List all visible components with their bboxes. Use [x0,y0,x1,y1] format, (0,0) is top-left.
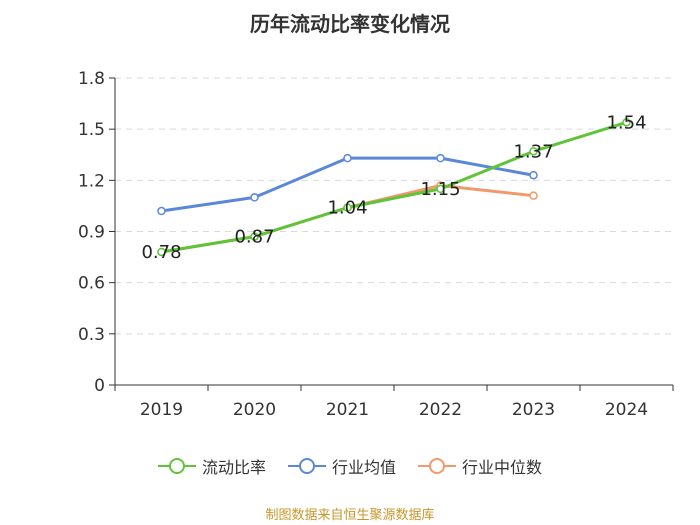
y-tick-label: 0.3 [78,325,105,345]
legend-label-current-ratio: 流动比率 [201,458,266,477]
data-label: 1.54 [606,112,646,133]
data-point [157,247,166,257]
data-point [250,232,259,241]
x-tick-label: 2021 [326,400,369,420]
data-label: 1.04 [327,198,367,219]
data-point [529,191,538,200]
data-point [436,153,445,163]
y-tick-label: 0.6 [78,274,105,294]
data-point [343,203,352,212]
y-tick-label: 1.2 [78,171,105,191]
x-tick-label: 2020 [233,400,276,420]
data-label: 1.15 [420,179,460,200]
x-tick-label: 2022 [419,400,462,420]
x-tick-label: 2023 [512,400,555,420]
legend-item-industry-mean[interactable]: 行业均值 [287,454,396,478]
series-line [161,120,627,254]
data-point [529,170,538,180]
legend-marker-current-ratio [157,458,196,474]
data-label: 1.37 [513,141,553,162]
legend: 流动比率 行业均值 行业中位数 [0,452,700,480]
source-note: 制图数据来自恒生聚源数据库 [265,508,435,523]
legend-item-current-ratio[interactable]: 流动比率 [157,454,266,478]
y-tick-label: 1.5 [78,120,105,140]
legend-label-industry-mean: 行业均值 [331,458,396,477]
data-point [622,118,631,127]
data-point [529,147,538,156]
legend-marker-industry-mean [287,458,326,474]
y-tick-label: 0 [94,376,105,396]
data-label: 0.87 [234,227,274,248]
x-tick-label: 2019 [140,400,183,420]
data-point [343,153,352,163]
data-point [157,206,166,216]
legend-marker-industry-median [418,458,456,474]
data-point [436,184,445,194]
data-point [250,193,259,202]
y-tick-label: 1.8 [78,69,105,89]
chart-title: 历年流动比率变化情况 [250,12,450,36]
legend-label-industry-median: 行业中位数 [462,458,543,477]
y-tick-label: 0.9 [78,223,105,243]
x-tick-label: 2024 [605,400,648,420]
data-label: 0.78 [141,242,181,263]
legend-item-industry-median[interactable]: 行业中位数 [418,454,542,478]
